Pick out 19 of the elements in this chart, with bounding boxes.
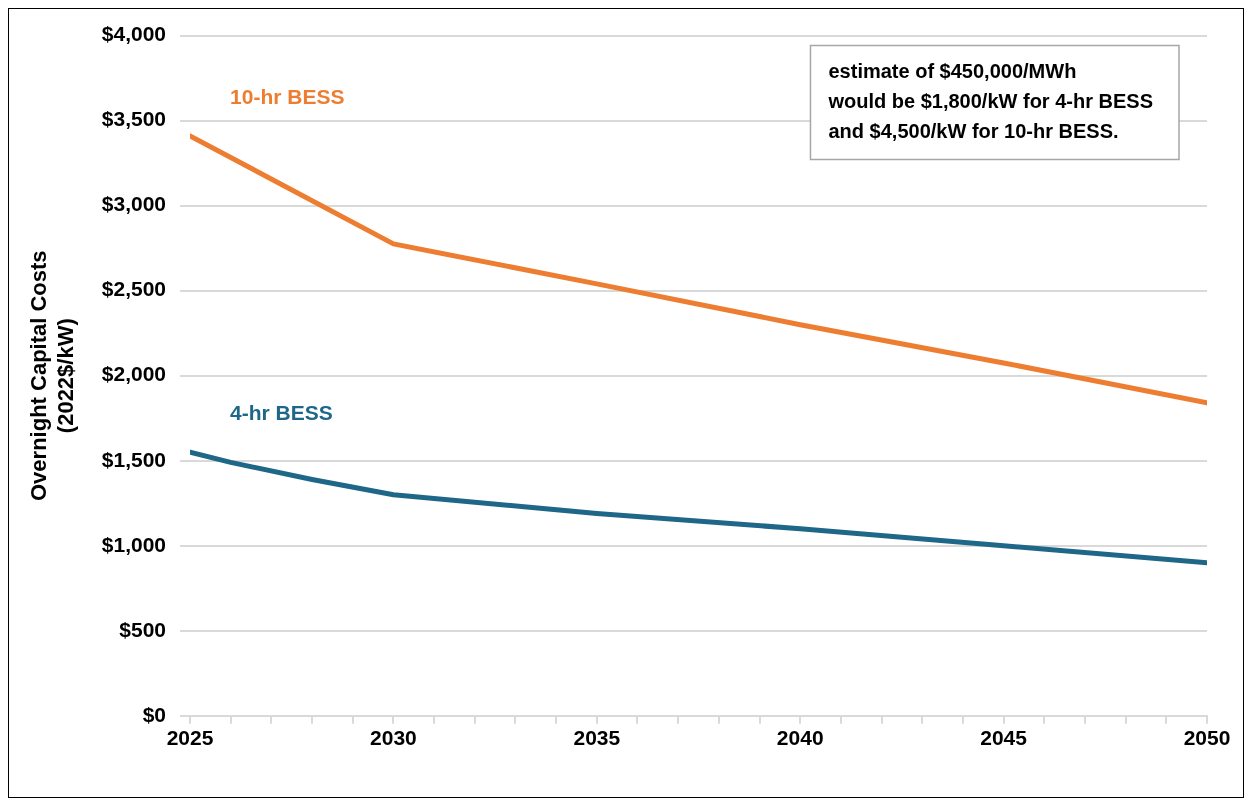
x-tick-label: 2025 bbox=[166, 726, 214, 750]
y-tick-label: $2,500 bbox=[101, 277, 167, 301]
y-tick-label: $500 bbox=[119, 617, 167, 641]
y-tick-label: $1,000 bbox=[101, 532, 167, 556]
x-tick-label: 2030 bbox=[370, 726, 417, 750]
annotation: estimate of $450,000/MWh would be $1,800/kW for 4-hr BESS and $4,500/kW for 10-hr BESS. bbox=[827, 60, 1154, 143]
y-axis-title: Overnight Capital Costs (2022$/kW) bbox=[26, 250, 78, 501]
series-label: 4-hr BESS bbox=[230, 401, 333, 425]
x-tick-label: 2045 bbox=[980, 726, 1028, 750]
y-tick-label: $4,000 bbox=[101, 22, 167, 46]
y-tick-label: $2,000 bbox=[101, 362, 167, 386]
y-tick-label: $0 bbox=[142, 702, 167, 726]
x-tick-label: 2035 bbox=[573, 726, 621, 750]
y-tick-label: $3,000 bbox=[101, 192, 167, 216]
x-tick-label: 2040 bbox=[776, 726, 824, 750]
x-tick-label: 2050 bbox=[1183, 726, 1231, 750]
y-tick-label: $3,500 bbox=[101, 107, 167, 131]
text: 10-hr BESS bbox=[230, 84, 345, 108]
y-tick-label: $1,500 bbox=[101, 447, 167, 471]
